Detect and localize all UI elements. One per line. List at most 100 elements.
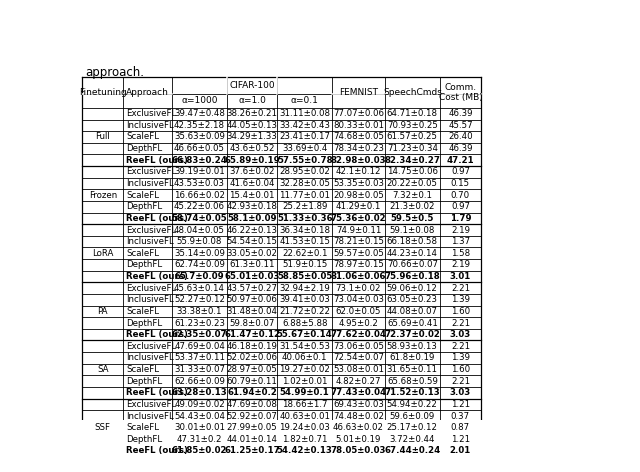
Text: 7.32±0.1: 7.32±0.1	[392, 191, 433, 200]
Text: 22.62±0.1: 22.62±0.1	[282, 249, 328, 258]
Text: ScaleFL: ScaleFL	[126, 133, 159, 142]
Text: 59.5±0.5: 59.5±0.5	[390, 214, 434, 223]
Text: Full: Full	[95, 133, 110, 142]
Text: 71.52±0.13: 71.52±0.13	[385, 388, 440, 397]
Text: ScaleFL: ScaleFL	[126, 365, 159, 374]
Text: DepthFL: DepthFL	[126, 202, 163, 211]
Text: 74.68±0.05: 74.68±0.05	[333, 133, 384, 142]
Text: α=0.1: α=0.1	[291, 96, 319, 105]
Text: 64.71±0.18: 64.71±0.18	[387, 109, 438, 118]
Text: 2.21: 2.21	[451, 284, 470, 293]
Text: 39.19±0.01: 39.19±0.01	[174, 168, 225, 177]
Text: 40.06±0.1: 40.06±0.1	[282, 354, 328, 362]
Text: 52.02±0.06: 52.02±0.06	[227, 354, 278, 362]
Text: 39.47±0.48: 39.47±0.48	[174, 109, 225, 118]
Text: 60.79±0.11: 60.79±0.11	[227, 377, 278, 386]
Text: ExclusiveFL: ExclusiveFL	[126, 168, 177, 177]
Text: PA: PA	[97, 307, 108, 316]
Text: 69.43±0.03: 69.43±0.03	[333, 400, 384, 409]
Text: 55.67±0.14: 55.67±0.14	[277, 330, 333, 339]
Text: DepthFL: DepthFL	[126, 435, 163, 444]
Text: 51.33±0.36: 51.33±0.36	[277, 214, 333, 223]
Text: 63.05±0.23: 63.05±0.23	[387, 295, 438, 304]
Text: 31.65±0.11: 31.65±0.11	[387, 365, 438, 374]
Text: 65.68±0.59: 65.68±0.59	[387, 377, 438, 386]
Text: DepthFL: DepthFL	[126, 377, 163, 386]
Text: 82.98±0.03: 82.98±0.03	[331, 156, 387, 165]
Text: 6.88±5.88: 6.88±5.88	[282, 319, 328, 328]
Text: InclusiveFL: InclusiveFL	[126, 121, 174, 130]
Text: 2.19: 2.19	[451, 261, 470, 270]
Text: InclusiveFL: InclusiveFL	[126, 179, 174, 188]
Text: 42.1±0.12: 42.1±0.12	[336, 168, 381, 177]
Text: 33.42±0.43: 33.42±0.43	[279, 121, 330, 130]
Text: 65.89±0.19: 65.89±0.19	[224, 156, 280, 165]
Text: approach.: approach.	[85, 66, 144, 79]
Text: ReeFL (ours): ReeFL (ours)	[126, 447, 188, 455]
Text: 54.42±0.13: 54.42±0.13	[276, 447, 333, 455]
Text: 59.06±0.12: 59.06±0.12	[387, 284, 438, 293]
Text: 59.6±0.09: 59.6±0.09	[390, 412, 435, 421]
Text: 51.9±0.15: 51.9±0.15	[282, 261, 328, 270]
Text: 44.05±0.13: 44.05±0.13	[227, 121, 278, 130]
Text: 47.31±0.2: 47.31±0.2	[177, 435, 222, 444]
Text: 62.74±0.09: 62.74±0.09	[174, 261, 225, 270]
Text: 41.29±0.1: 41.29±0.1	[336, 202, 381, 211]
Text: 0.37: 0.37	[451, 412, 470, 421]
Text: 4.95±0.2: 4.95±0.2	[339, 319, 378, 328]
Text: 59.1±0.08: 59.1±0.08	[390, 226, 435, 235]
Text: 32.94±2.19: 32.94±2.19	[279, 284, 330, 293]
Text: 31.33±0.07: 31.33±0.07	[174, 365, 225, 374]
Text: 2.01: 2.01	[450, 447, 471, 455]
Text: 39.41±0.03: 39.41±0.03	[279, 295, 330, 304]
Text: 34.29±1.33: 34.29±1.33	[227, 133, 278, 142]
Text: 1.21: 1.21	[451, 435, 470, 444]
Text: ScaleFL: ScaleFL	[126, 191, 159, 200]
Text: 72.54±0.07: 72.54±0.07	[333, 354, 384, 362]
Text: 65.7±0.09: 65.7±0.09	[175, 272, 225, 281]
Text: 61.85±0.02: 61.85±0.02	[172, 447, 227, 455]
Text: 25.17±0.12: 25.17±0.12	[387, 423, 438, 432]
Text: 35.63±0.09: 35.63±0.09	[174, 133, 225, 142]
Text: 78.97±0.15: 78.97±0.15	[333, 261, 384, 270]
Text: 40.63±0.01: 40.63±0.01	[279, 412, 330, 421]
Text: 70.66±0.07: 70.66±0.07	[387, 261, 438, 270]
Text: 16.66±0.02: 16.66±0.02	[174, 191, 225, 200]
Text: DepthFL: DepthFL	[126, 319, 163, 328]
Text: 14.75±0.06: 14.75±0.06	[387, 168, 438, 177]
Text: 33.38±0.1: 33.38±0.1	[177, 307, 222, 316]
Text: 28.97±0.05: 28.97±0.05	[227, 365, 278, 374]
Text: 3.03: 3.03	[450, 388, 471, 397]
Text: 20.22±0.05: 20.22±0.05	[387, 179, 438, 188]
Text: 19.27±0.02: 19.27±0.02	[279, 365, 330, 374]
Text: 44.23±0.14: 44.23±0.14	[387, 249, 438, 258]
Text: 2.19: 2.19	[451, 226, 470, 235]
Text: ExclusiveFL: ExclusiveFL	[126, 284, 177, 293]
Text: 11.77±0.01: 11.77±0.01	[279, 191, 330, 200]
Text: 77.07±0.06: 77.07±0.06	[333, 109, 384, 118]
Text: 33.69±0.4: 33.69±0.4	[282, 144, 328, 153]
Text: 47.69±0.04: 47.69±0.04	[174, 342, 225, 351]
Text: 78.34±0.23: 78.34±0.23	[333, 144, 384, 153]
Text: 80.33±0.01: 80.33±0.01	[333, 121, 384, 130]
Text: 46.39: 46.39	[448, 109, 473, 118]
Text: 21.72±0.22: 21.72±0.22	[279, 307, 330, 316]
Text: ScaleFL: ScaleFL	[126, 249, 159, 258]
Text: 66.83±0.24: 66.83±0.24	[172, 156, 227, 165]
Text: 1.58: 1.58	[451, 249, 470, 258]
Text: 23.41±0.17: 23.41±0.17	[279, 133, 330, 142]
Text: DepthFL: DepthFL	[126, 261, 163, 270]
Text: 2.21: 2.21	[451, 342, 470, 351]
Text: 1.02±0.01: 1.02±0.01	[282, 377, 328, 386]
Text: 27.99±0.05: 27.99±0.05	[227, 423, 278, 432]
Text: 59.8±0.07: 59.8±0.07	[229, 319, 275, 328]
Text: 46.39: 46.39	[448, 144, 473, 153]
Text: 33.05±0.02: 33.05±0.02	[227, 249, 278, 258]
Text: 61.3±0.11: 61.3±0.11	[229, 261, 275, 270]
Text: LoRA: LoRA	[92, 249, 113, 258]
Text: 53.08±0.01: 53.08±0.01	[333, 365, 384, 374]
Text: 43.53±0.03: 43.53±0.03	[174, 179, 225, 188]
Text: 65.01±0.03: 65.01±0.03	[225, 272, 280, 281]
Text: InclusiveFL: InclusiveFL	[126, 412, 174, 421]
Text: 41.6±0.04: 41.6±0.04	[229, 179, 275, 188]
